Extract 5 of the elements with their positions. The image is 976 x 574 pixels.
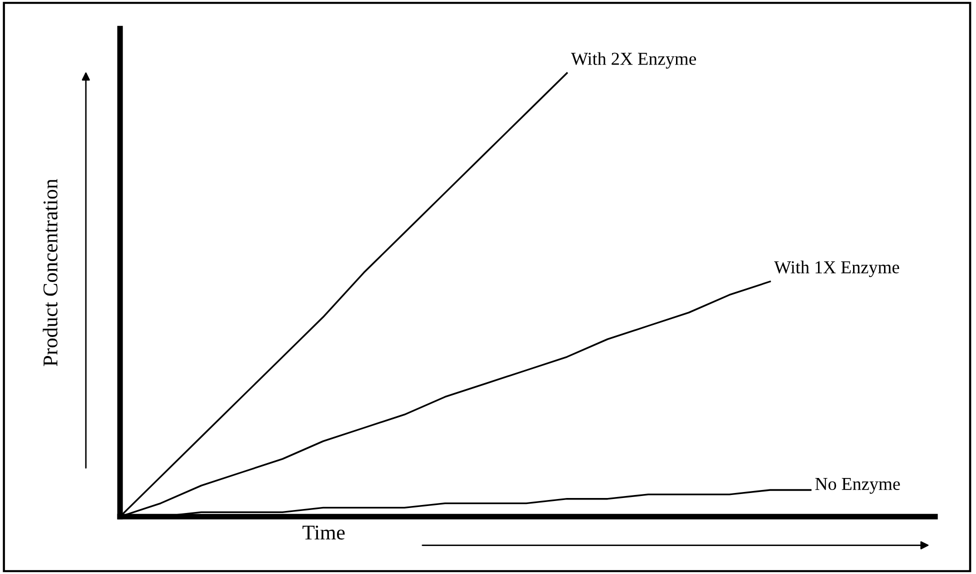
x-axis-title: Time <box>302 526 345 540</box>
series-label: No Enzyme <box>815 478 900 494</box>
series-label: With 2X Enzyme <box>571 52 696 69</box>
y-axis-title: Product Concentration <box>42 178 58 366</box>
series-label: With 1X Enzyme <box>774 260 900 278</box>
